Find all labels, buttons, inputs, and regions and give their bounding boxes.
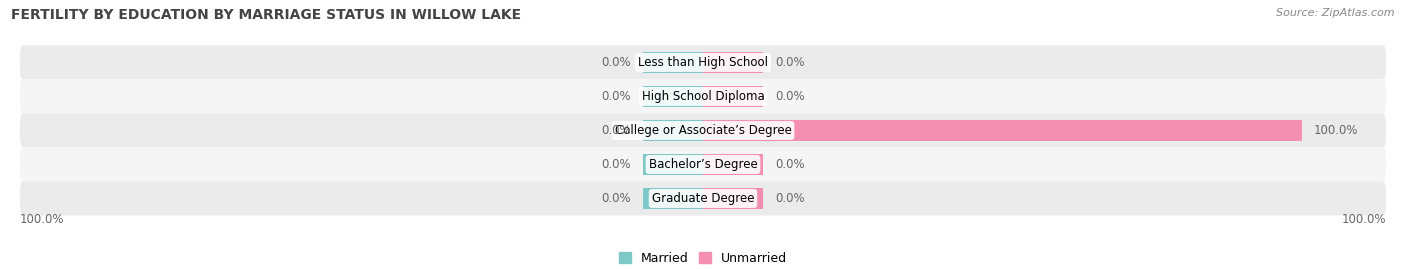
Bar xyxy=(703,154,763,175)
Text: FERTILITY BY EDUCATION BY MARRIAGE STATUS IN WILLOW LAKE: FERTILITY BY EDUCATION BY MARRIAGE STATU… xyxy=(11,8,522,22)
Text: 0.0%: 0.0% xyxy=(602,124,631,137)
Text: 0.0%: 0.0% xyxy=(602,192,631,205)
Text: Bachelor’s Degree: Bachelor’s Degree xyxy=(648,158,758,171)
Text: 100.0%: 100.0% xyxy=(1315,124,1358,137)
Text: 0.0%: 0.0% xyxy=(602,56,631,69)
FancyBboxPatch shape xyxy=(20,147,1386,182)
Bar xyxy=(703,86,763,107)
Text: Graduate Degree: Graduate Degree xyxy=(652,192,754,205)
Bar xyxy=(703,188,763,209)
Text: 0.0%: 0.0% xyxy=(775,192,804,205)
Bar xyxy=(643,86,703,107)
Text: High School Diploma: High School Diploma xyxy=(641,90,765,103)
Text: 0.0%: 0.0% xyxy=(602,90,631,103)
Text: Less than High School: Less than High School xyxy=(638,56,768,69)
Legend: Married, Unmarried: Married, Unmarried xyxy=(619,252,787,265)
Bar xyxy=(643,154,703,175)
Text: 0.0%: 0.0% xyxy=(775,56,804,69)
Bar xyxy=(643,120,703,141)
FancyBboxPatch shape xyxy=(20,182,1386,215)
Bar xyxy=(703,52,763,73)
Bar xyxy=(643,52,703,73)
FancyBboxPatch shape xyxy=(20,45,1386,79)
Text: 0.0%: 0.0% xyxy=(602,158,631,171)
FancyBboxPatch shape xyxy=(20,114,1386,147)
Text: 100.0%: 100.0% xyxy=(20,213,65,226)
Text: 100.0%: 100.0% xyxy=(1341,213,1386,226)
Bar xyxy=(643,188,703,209)
Text: 0.0%: 0.0% xyxy=(775,158,804,171)
Text: College or Associate’s Degree: College or Associate’s Degree xyxy=(614,124,792,137)
Text: 0.0%: 0.0% xyxy=(775,90,804,103)
Text: Source: ZipAtlas.com: Source: ZipAtlas.com xyxy=(1277,8,1395,18)
FancyBboxPatch shape xyxy=(20,79,1386,114)
Bar xyxy=(703,120,1302,141)
